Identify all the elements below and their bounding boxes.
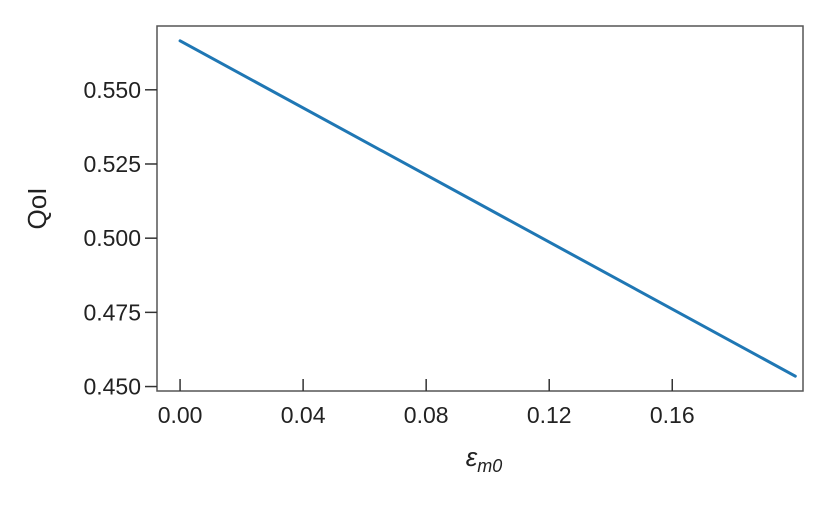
y-tick-label: 0.450 xyxy=(83,374,141,400)
x-axis: 0.00 0.04 0.08 0.12 0.16 xyxy=(158,379,695,428)
y-axis: 0.450 0.475 0.500 0.525 0.550 xyxy=(83,77,157,400)
y-tick-label: 0.500 xyxy=(83,225,141,251)
y-tick-label: 0.475 xyxy=(83,299,141,325)
y-tick-label: 0.550 xyxy=(83,77,141,103)
y-axis-label: QoI xyxy=(22,188,52,230)
y-tick-label: 0.525 xyxy=(83,151,141,177)
series-layer xyxy=(178,39,797,378)
x-tick-label: 0.08 xyxy=(404,402,449,428)
x-axis-label: εm0 xyxy=(466,442,502,476)
plot-area-frame xyxy=(156,25,804,392)
x-tick-label: 0.00 xyxy=(158,402,203,428)
x-axis-label-subscript: m0 xyxy=(477,456,502,476)
x-tick-label: 0.12 xyxy=(527,402,572,428)
series-line xyxy=(178,39,797,378)
x-axis-label-main: ε xyxy=(466,442,478,472)
x-tick-label: 0.16 xyxy=(650,402,695,428)
x-tick-label: 0.04 xyxy=(281,402,326,428)
